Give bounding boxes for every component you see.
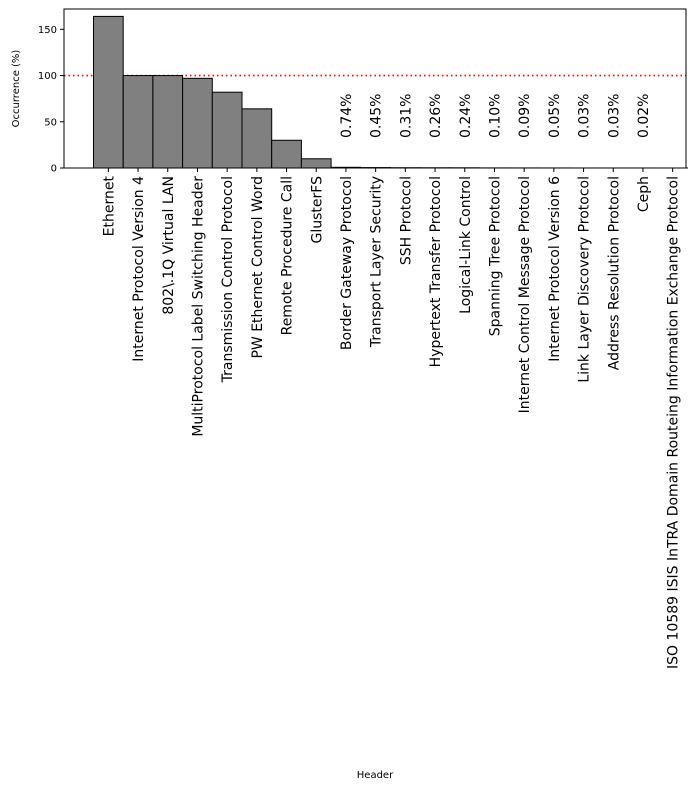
x-tick-label: Internet Protocol Version 4 [131, 176, 147, 362]
bar [301, 159, 331, 168]
x-tick-label: Link Layer Discovery Protocol [577, 176, 593, 383]
x-axis-title: Header [357, 770, 394, 781]
x-tick-label: Internet Protocol Version 6 [547, 176, 563, 362]
data-label: 0.26% [428, 94, 444, 138]
data-label: 0.10% [487, 94, 503, 138]
data-label: 0.31% [398, 94, 414, 138]
bar [272, 140, 302, 168]
data-label: 0.74% [339, 94, 355, 138]
data-label: 0.45% [369, 94, 385, 138]
x-tick-label: ISO 10589 ISIS InTRA Domain Routeing Inf… [666, 176, 682, 669]
bar [153, 76, 183, 168]
bar [183, 78, 213, 168]
x-tick-label: Ethernet [101, 175, 117, 236]
x-tick-label: Spanning Tree Protocol [487, 176, 503, 336]
x-tick-label: MultiProtocol Label Switching Header [190, 176, 206, 437]
y-axis-title: Occurrence (%) [11, 50, 22, 128]
data-label: 0.05% [547, 94, 563, 138]
data-label: 0.24% [458, 94, 474, 138]
x-tick-label: 802\.1Q Virtual LAN [161, 176, 177, 315]
x-tick-label: Address Resolution Protocol [606, 176, 622, 370]
bar [212, 92, 242, 168]
data-label: 0.03% [577, 94, 593, 138]
x-tick-label: SSH Protocol [398, 176, 414, 265]
y-tick-label: 0 [51, 164, 57, 175]
x-tick-label: Transport Layer Security [369, 176, 385, 348]
x-tick-label: Ceph [636, 176, 652, 212]
x-tick-label: Internet Control Message Protocol [517, 176, 533, 413]
data-label: 0.02% [636, 94, 652, 138]
x-tick-label: Hypertext Transfer Protocol [428, 176, 444, 367]
bar [242, 109, 272, 168]
y-tick-label: 50 [44, 117, 57, 128]
data-label: 0.09% [517, 94, 533, 138]
x-tick-label: Logical-Link Control [458, 176, 474, 314]
y-tick-label: 100 [38, 71, 57, 82]
x-tick-label: Border Gateway Protocol [339, 176, 355, 350]
bar [94, 16, 124, 168]
y-tick-label: 150 [38, 25, 57, 36]
x-tick-label: PW Ethernet Control Word [250, 176, 266, 359]
bar [123, 76, 153, 168]
x-tick-label: Transmission Control Protocol [220, 176, 236, 383]
x-tick-label: Remote Procedure Call [280, 176, 296, 335]
data-label: 0.03% [606, 94, 622, 138]
x-tick-label: GlusterFS [309, 176, 325, 244]
